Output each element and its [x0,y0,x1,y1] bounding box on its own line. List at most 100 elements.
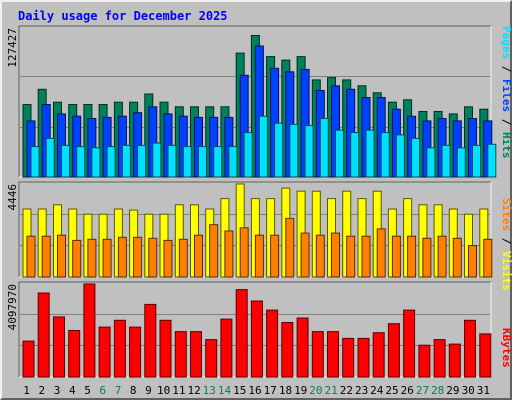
bar-pages-day-12 [198,146,207,178]
bar-kbytes-day-24 [372,332,385,378]
bar-sites-day-11 [178,238,188,278]
x-tick-label-day-26: 26 [401,384,414,397]
chart-title: Daily usage for December 2025 [18,9,228,23]
bar-pages-day-20 [319,118,329,178]
bar-pages-day-14 [228,146,238,178]
bar-pages-day-10 [167,144,177,178]
legend-separator: / [500,59,512,79]
bar-sites-day-1 [26,235,36,278]
plot-border [18,281,491,377]
bar-sites-day-29 [452,237,462,278]
bar-sites-day-2 [41,235,51,278]
x-tick-label-day-20: 20 [309,384,322,397]
bar-pages-day-2 [45,137,55,178]
bar-sites-day-19 [300,232,310,278]
bar-sites-day-10 [163,239,173,278]
bar-kbytes-day-19 [296,317,309,378]
x-tick-label-day-12: 12 [187,384,200,397]
bar-sites-day-25 [391,235,401,278]
bar-pages-day-28 [441,144,451,178]
x-tick-label-day-24: 24 [370,384,384,397]
plot-border [18,25,491,177]
bar-kbytes-day-14 [220,318,233,378]
x-tick-label-day-16: 16 [248,384,261,397]
x-tick-label-day-23: 23 [355,384,368,397]
legend-kbytes: KBytes [500,328,512,368]
x-tick-label-day-2: 2 [38,384,45,397]
bar-sites-day-26 [407,235,417,278]
bar-sites-day-12 [194,234,203,278]
bar-kbytes-day-5 [83,283,96,378]
bar-pages-day-15 [243,132,253,178]
x-tick-label-day-18: 18 [279,384,292,397]
bar-sites-day-23 [361,235,371,278]
x-tick-label-day-25: 25 [385,384,398,397]
bar-pages-day-7 [121,144,131,178]
bar-pages-day-27 [426,147,436,178]
bar-pages-day-19 [304,125,314,178]
bar-sites-day-20 [315,234,325,278]
bar-kbytes-day-29 [448,343,461,378]
bar-sites-day-24 [376,228,386,278]
x-tick-label-day-27: 27 [416,384,429,397]
bar-kbytes-day-16 [250,300,263,378]
legend-separator: / [500,231,512,251]
bar-sites-day-3 [57,234,66,278]
bar-kbytes-day-8 [129,326,142,378]
y-max-label-hits-files-pages: 127427 [6,28,19,68]
x-tick-label-day-31: 31 [477,384,490,397]
bar-sites-day-13 [209,224,219,278]
x-tick-label-day-29: 29 [446,384,459,397]
x-tick-label-day-7: 7 [115,384,122,397]
bar-sites-day-6 [102,238,112,278]
bar-sites-day-27 [422,237,432,278]
bar-pages-day-22 [350,132,360,178]
legend-panel1: Pages / Files / Hits [500,26,512,159]
bar-kbytes-day-2 [37,292,50,378]
legend-visits: Visits [500,251,512,291]
bar-pages-day-17 [274,122,284,178]
legend-separator: / [500,112,512,132]
bar-kbytes-day-3 [53,316,65,378]
bar-pages-day-13 [213,146,223,178]
legend-panel2: Sites / Visits [500,198,512,291]
x-tick-label-day-8: 8 [130,384,137,397]
bar-kbytes-day-4 [68,330,81,378]
bar-kbytes-day-20 [311,331,324,378]
bar-sites-day-17 [270,234,280,278]
bar-kbytes-day-10 [159,319,172,378]
x-tick-label-day-10: 10 [157,384,170,397]
y-max-label-kbytes: 4097970 [6,284,19,330]
x-tick-label-day-17: 17 [264,384,277,397]
bar-sites-day-22 [346,235,356,278]
bar-pages-day-16 [258,115,268,178]
legend-panel3: KBytes [500,328,512,368]
bar-sites-day-21 [331,232,340,278]
bar-kbytes-day-21 [327,331,339,378]
bar-kbytes-day-25 [387,323,400,378]
x-tick-label-day-15: 15 [233,384,246,397]
bar-pages-day-21 [335,129,344,178]
bar-pages-day-25 [395,134,405,178]
bar-sites-day-15 [239,227,249,278]
legend-files: Files [500,79,512,112]
bar-kbytes-day-6 [98,326,111,378]
bar-pages-day-18 [289,123,299,178]
plots-group [18,25,497,378]
bar-kbytes-day-9 [144,303,157,378]
legend-hits: Hits [500,132,512,159]
bar-kbytes-day-13 [205,339,218,378]
bar-pages-day-11 [182,146,192,178]
bar-pages-day-23 [365,129,375,178]
plot-border [18,181,491,277]
legend-sites: Sites [500,198,512,231]
bar-pages-day-29 [456,147,466,178]
bar-sites-day-28 [437,235,447,278]
bar-kbytes-day-11 [174,331,187,378]
bar-sites-day-16 [254,234,264,278]
x-tick-label-day-21: 21 [324,384,337,397]
bar-kbytes-day-18 [281,322,294,378]
bar-kbytes-day-17 [266,309,279,378]
bar-pages-day-9 [152,142,162,178]
